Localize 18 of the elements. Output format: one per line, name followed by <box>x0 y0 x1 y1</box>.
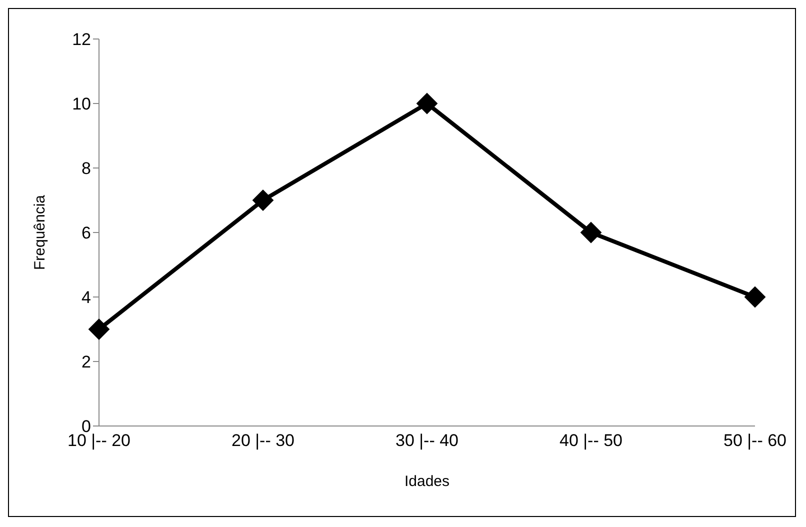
x-tick-label: 20 |-- 30 <box>231 431 295 450</box>
y-tick-label: 4 <box>82 288 91 308</box>
point <box>88 318 110 340</box>
y-axis-title: Frequência <box>31 194 48 270</box>
y-tick-label: 8 <box>82 159 91 178</box>
point <box>416 93 438 114</box>
y-tick-label: 2 <box>82 352 91 372</box>
x-tick-label: 40 |-- 50 <box>559 431 623 450</box>
x-axis-title: Idades <box>404 473 450 490</box>
x-tick-label: 30 |-- 40 <box>395 431 459 450</box>
x-tick-label: 10 |-- 20 <box>67 431 131 450</box>
point <box>252 190 274 211</box>
point <box>580 222 602 243</box>
y-tick-label: 12 <box>72 30 91 50</box>
y-tick-label: 6 <box>82 224 91 243</box>
point <box>744 286 766 308</box>
y-tick-label: 10 <box>72 94 91 114</box>
x-tick-label: 50 |-- 60 <box>723 431 787 450</box>
